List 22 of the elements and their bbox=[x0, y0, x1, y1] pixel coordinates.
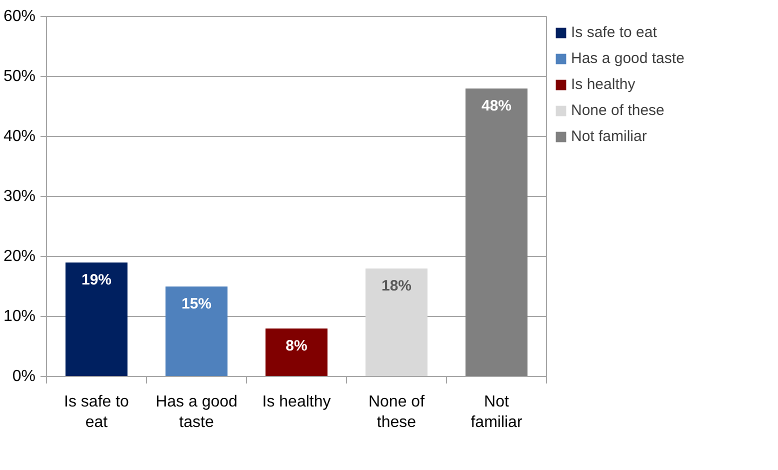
x-tick-label: Is safe to eat bbox=[64, 394, 130, 431]
x-tick-label: Has a good taste bbox=[156, 394, 238, 431]
legend-label: Is healthy bbox=[571, 76, 636, 93]
data-label: 15% bbox=[181, 296, 212, 312]
data-label: 19% bbox=[81, 272, 112, 288]
data-label: 18% bbox=[381, 278, 412, 294]
y-tick-label: 30% bbox=[3, 188, 36, 205]
y-tick-label: 40% bbox=[3, 128, 36, 145]
legend-label: Not familiar bbox=[571, 128, 647, 145]
y-tick-label: 20% bbox=[3, 248, 36, 265]
data-label: 8% bbox=[286, 338, 308, 354]
y-tick-label: 50% bbox=[3, 68, 36, 85]
legend-label: Has a good taste bbox=[571, 50, 684, 67]
y-tick-label: 0% bbox=[12, 368, 36, 385]
y-tick-label: 60% bbox=[3, 8, 36, 25]
legend-label: Is safe to eat bbox=[571, 24, 657, 41]
data-label: 48% bbox=[481, 98, 512, 114]
y-tick-label: 10% bbox=[3, 308, 36, 325]
x-tick-label: None of these bbox=[368, 394, 426, 431]
x-tick-label: Not familiar bbox=[470, 394, 523, 431]
x-tick-label: Is healthy bbox=[262, 394, 331, 410]
legend-label: None of these bbox=[571, 102, 664, 119]
